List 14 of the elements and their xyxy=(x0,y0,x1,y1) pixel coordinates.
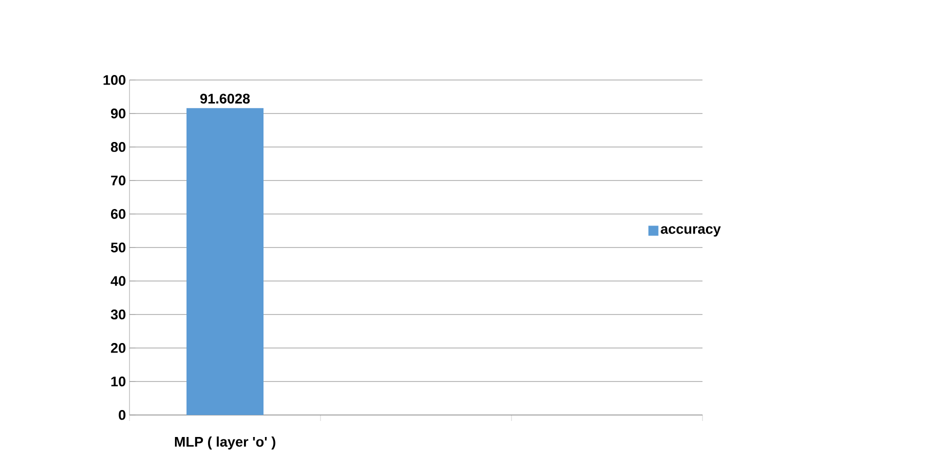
legend-label: accuracy xyxy=(660,226,721,237)
y-tick-label: 70 xyxy=(111,176,126,186)
y-tick-label: 80 xyxy=(110,142,126,152)
y-tick-label: 60 xyxy=(110,209,126,219)
y-tick-label: 40 xyxy=(110,276,126,286)
y-tick-label: 10 xyxy=(111,376,126,386)
y-tick-label: 20 xyxy=(110,343,126,353)
y-tick-label: 100 xyxy=(104,75,126,85)
y-tick-label: 50 xyxy=(110,242,126,252)
y-tick-label: 0 xyxy=(118,410,126,420)
data-label: 91.6028 xyxy=(200,94,250,104)
y-tick-label: 90 xyxy=(110,108,126,118)
y-tick-label: 30 xyxy=(110,310,126,320)
x-tick-label: MLP ( layer 'o' ) xyxy=(174,436,276,450)
